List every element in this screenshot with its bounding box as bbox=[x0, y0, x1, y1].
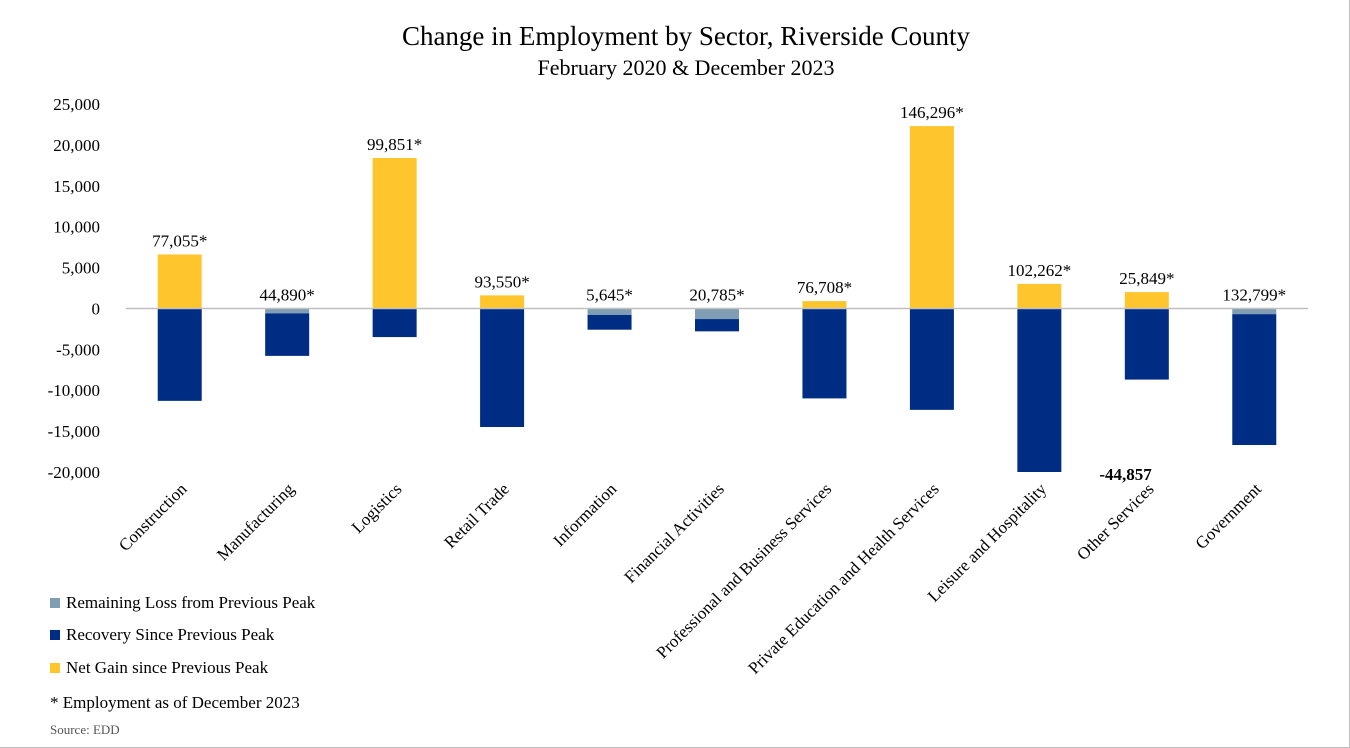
category-label: Information bbox=[550, 479, 621, 550]
y-tick-label: 25,000 bbox=[53, 95, 100, 114]
category-label: Financial Activities bbox=[621, 479, 728, 586]
legend-label: Remaining Loss from Previous Peak bbox=[66, 593, 316, 612]
y-tick-label: -15,000 bbox=[48, 422, 100, 441]
data-label: 76,708* bbox=[797, 278, 852, 297]
legend: Remaining Loss from Previous Peak Recover… bbox=[50, 593, 316, 677]
bar-segment bbox=[1017, 308, 1062, 472]
y-tick-label: 20,000 bbox=[53, 136, 100, 155]
bar-segment bbox=[480, 308, 525, 428]
y-tick-label: 10,000 bbox=[53, 218, 100, 237]
category-label: Other Services bbox=[1073, 479, 1158, 564]
data-label: 102,262* bbox=[1007, 261, 1071, 280]
bar-segment bbox=[265, 313, 310, 356]
y-axis: 25,000 20,000 15,000 10,000 5,000 0 -5,000 -10,… bbox=[48, 95, 100, 482]
legend-swatch bbox=[50, 598, 60, 608]
data-label: 25,849* bbox=[1119, 269, 1174, 288]
category-label: Manufacturing bbox=[213, 479, 298, 564]
bar-segment bbox=[480, 295, 525, 309]
legend-label: Net Gain since Previous Peak bbox=[66, 658, 269, 677]
legend-swatch bbox=[50, 663, 60, 673]
bar-segment bbox=[372, 308, 417, 338]
data-label: 20,785* bbox=[689, 285, 744, 304]
footnote: * Employment as of December 2023 bbox=[50, 693, 300, 712]
y-tick-label: 5,000 bbox=[62, 259, 100, 278]
chart-subtitle: February 2020 & December 2023 bbox=[538, 55, 835, 80]
data-label: 146,296* bbox=[900, 103, 964, 122]
data-label: 5,645* bbox=[586, 285, 633, 304]
chart-title: Change in Employment by Sector, Riversid… bbox=[402, 21, 971, 51]
bar-segment bbox=[1232, 314, 1277, 446]
category-label: Government bbox=[1192, 479, 1266, 553]
category-label: Construction bbox=[115, 479, 191, 555]
category-label: Private Education and Health Services bbox=[744, 479, 942, 677]
bar-segment bbox=[157, 308, 202, 401]
category-label: Retail Trade bbox=[440, 479, 513, 552]
annotation-label: -44,857 bbox=[1099, 465, 1152, 484]
data-label: 77,055* bbox=[152, 231, 207, 250]
y-tick-label: -10,000 bbox=[48, 381, 100, 400]
category-label: Logistics bbox=[348, 479, 406, 537]
bar-segment bbox=[587, 308, 632, 315]
bar-segment bbox=[1124, 292, 1169, 309]
data-labels: 77,055* 44,890* 99,851* 93,550* 5,645* 20,785… bbox=[152, 103, 1286, 304]
bar-segment bbox=[802, 308, 847, 399]
legend-swatch bbox=[50, 630, 60, 640]
bar-segment bbox=[372, 157, 417, 309]
y-tick-label: -5,000 bbox=[56, 340, 100, 359]
category-label: Leisure and Hospitality bbox=[924, 479, 1051, 606]
source-note: Source: EDD bbox=[50, 722, 120, 737]
bars bbox=[157, 126, 1277, 472]
bar-segment bbox=[587, 314, 632, 330]
y-tick-label: -20,000 bbox=[48, 463, 100, 482]
y-tick-label: 15,000 bbox=[53, 177, 100, 196]
data-label: 44,890* bbox=[260, 285, 315, 304]
bar-segment bbox=[909, 308, 954, 410]
bar-segment bbox=[695, 308, 739, 320]
x-axis: Construction Manufacturing Logistics Retail… bbox=[115, 479, 1265, 678]
bar-segment bbox=[1124, 308, 1169, 380]
bar-segment bbox=[802, 301, 847, 309]
bar-segment bbox=[1017, 283, 1062, 309]
data-label: 93,550* bbox=[474, 272, 529, 291]
data-label: 99,851* bbox=[367, 135, 422, 154]
legend-label: Recovery Since Previous Peak bbox=[66, 625, 275, 644]
y-tick-label: 0 bbox=[92, 299, 101, 318]
bar-segment bbox=[695, 319, 739, 332]
bar-segment bbox=[909, 126, 954, 309]
bar-segment bbox=[265, 308, 310, 314]
bar-segment bbox=[1232, 308, 1277, 315]
category-label: Professional and Business Services bbox=[653, 479, 836, 662]
bar-segment bbox=[157, 254, 202, 309]
data-label: 132,799* bbox=[1222, 285, 1286, 304]
